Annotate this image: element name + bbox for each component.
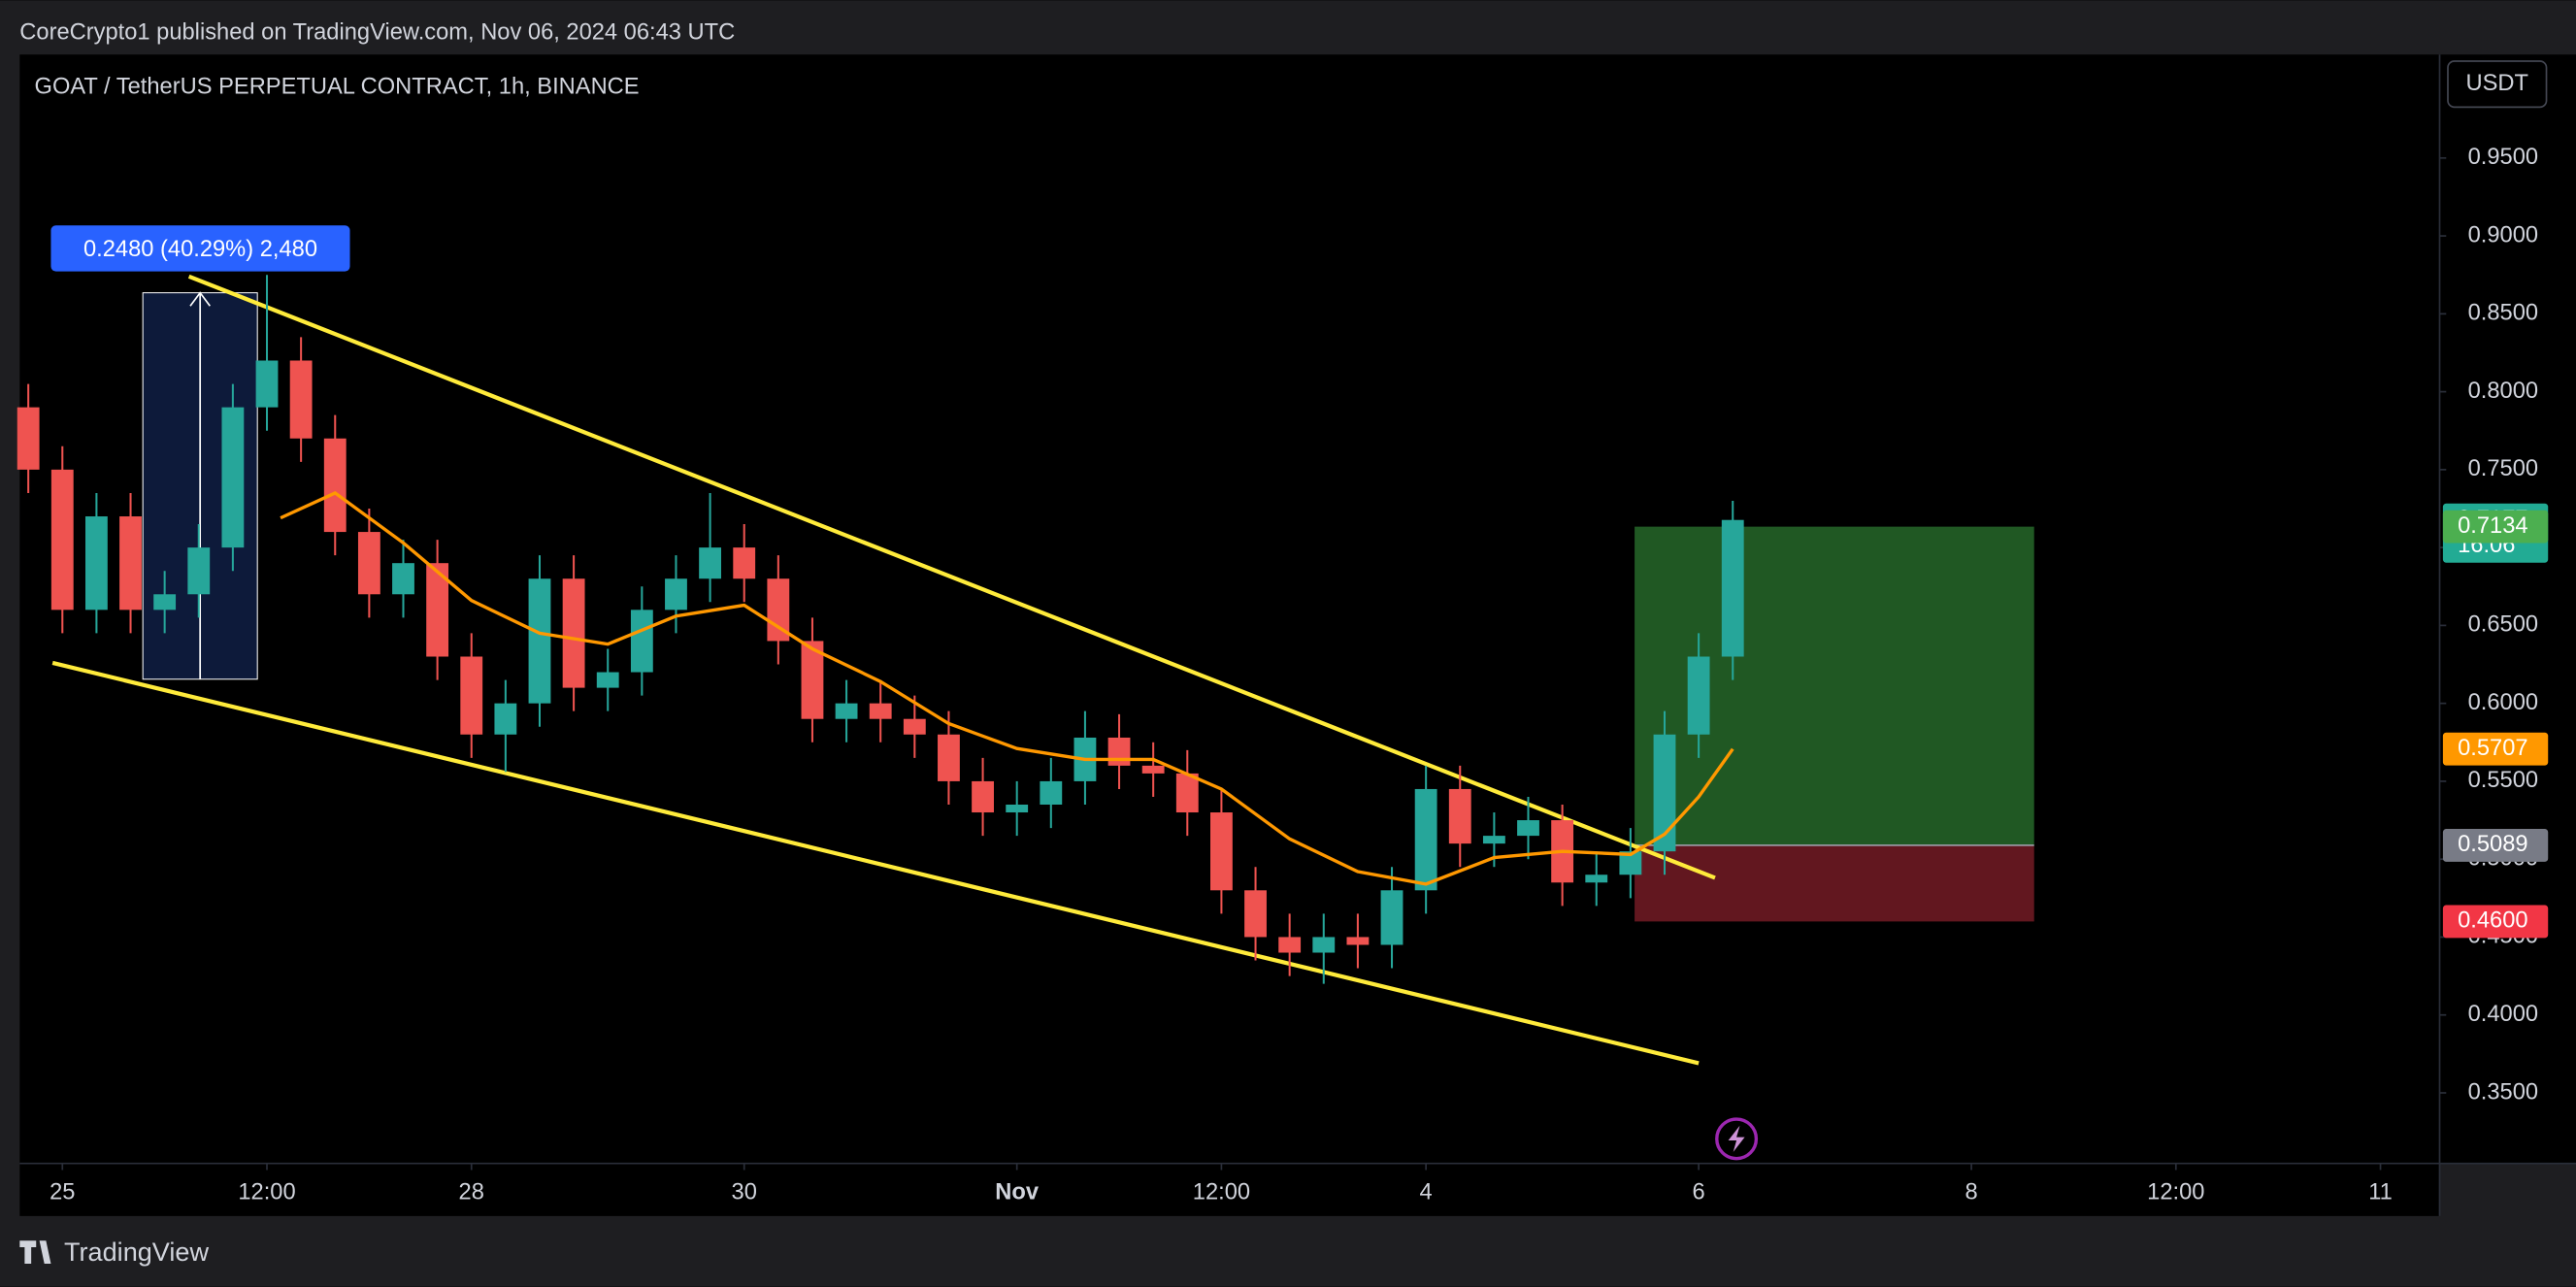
measure-label: 0.2480 (40.29%) 2,480 (83, 237, 317, 262)
y-tick-label: 0.4000 (2468, 1002, 2538, 1027)
candle-body (289, 360, 313, 439)
x-tick-label: 11 (2368, 1179, 2393, 1204)
trendline (51, 660, 1700, 1066)
price-label: 0.5707 (2458, 736, 2527, 761)
price-label: 0.5089 (2458, 832, 2527, 857)
y-tick-label: 0.3500 (2468, 1079, 2538, 1105)
moving-average (280, 490, 1734, 886)
y-tick-label: 0.6500 (2468, 612, 2538, 638)
candle-body (1141, 765, 1165, 774)
candle-body (357, 532, 380, 595)
candle-body (1346, 937, 1370, 945)
candle-body (1517, 820, 1539, 837)
candle-body (1482, 836, 1505, 844)
candle-body (1653, 734, 1676, 852)
candle-body (562, 578, 585, 688)
price-label-box (2442, 905, 2549, 939)
candle-body (1244, 890, 1267, 938)
price-label-box (2442, 732, 2549, 766)
y-tick-label: 0.7500 (2468, 456, 2538, 481)
candle-body (119, 516, 142, 610)
candle-body (153, 594, 177, 610)
candle-body (323, 438, 347, 533)
candle-body (50, 469, 74, 610)
x-tick-label: 12:00 (238, 1179, 295, 1204)
price-label-box (2442, 510, 2549, 544)
candle-body (1721, 519, 1744, 657)
x-tick-label: 28 (459, 1179, 484, 1204)
currency-button[interactable] (2447, 60, 2548, 109)
candle-body (1175, 773, 1199, 813)
y-tick-label: 0.8000 (2468, 379, 2538, 404)
x-tick-label: 12:00 (1193, 1179, 1250, 1204)
y-tick-label: 0.8500 (2468, 301, 2538, 326)
candle-body (1107, 737, 1131, 766)
candle-body (801, 641, 824, 719)
candle-body (84, 516, 108, 610)
candle-body (903, 718, 926, 735)
plot-area (19, 54, 2440, 1164)
candle-body (1312, 937, 1336, 953)
candle-body (1687, 656, 1710, 735)
candle-body (1209, 812, 1233, 891)
event-icon[interactable] (1715, 1117, 1759, 1161)
candle-body (1006, 805, 1029, 813)
price-label-box (2442, 828, 2549, 862)
candle-body (733, 547, 756, 579)
currency[interactable]: USDT (2466, 71, 2528, 96)
loss-zone (1635, 844, 2034, 922)
footer: TradingView (64, 1237, 209, 1267)
candle-body (665, 578, 687, 610)
price-label: 0.4600 (2458, 908, 2527, 934)
x-tick-label: 12:00 (2147, 1179, 2204, 1204)
candle-body (1278, 937, 1302, 953)
candle-body (972, 780, 994, 813)
header: CoreCrypto1 published on TradingView.com… (19, 19, 735, 45)
x-tick-label: 30 (732, 1179, 757, 1204)
price-axis (2439, 54, 2576, 1164)
candle-body (255, 360, 279, 408)
x-tick-label: 6 (1693, 1179, 1705, 1204)
candle-body (699, 547, 722, 579)
event-icon-bolt (1728, 1125, 1745, 1152)
y-tick-label: 0.9000 (2468, 222, 2538, 248)
candle-body (187, 547, 211, 595)
candle-body (528, 578, 551, 704)
candle-body (835, 703, 858, 719)
x-tick-label: 4 (1420, 1179, 1433, 1204)
candle-body (1414, 788, 1437, 891)
measure-arrowhead (189, 291, 212, 307)
y-tick-label: 0.6000 (2468, 690, 2538, 715)
candle-body (630, 610, 653, 673)
candle-body (426, 563, 449, 657)
candle-body (1585, 874, 1608, 883)
y-tick-label: 0.5500 (2468, 768, 2538, 793)
candle-body (1380, 890, 1404, 945)
chart-title: GOAT / TetherUS PERPETUAL CONTRACT, 1h, … (35, 74, 640, 99)
candle-body (494, 703, 517, 735)
candle-body (1040, 780, 1063, 806)
y-tick-label: 0.9500 (2468, 145, 2538, 170)
measure-label-box (50, 225, 350, 272)
candle-body (221, 407, 245, 548)
series (17, 275, 1744, 984)
candle-body (938, 734, 960, 781)
candle-body (17, 407, 40, 470)
candle-body (392, 563, 414, 595)
candle-body (1619, 851, 1642, 875)
x-tick-label: 8 (1965, 1179, 1977, 1204)
candle-body (767, 578, 790, 642)
x-tick-label: 25 (50, 1179, 75, 1204)
x-tick-label: Nov (995, 1179, 1040, 1204)
background-drawings (51, 274, 2034, 1066)
time-axis (19, 1163, 2440, 1216)
candle-body (869, 703, 892, 719)
candle-body (596, 672, 619, 688)
candle-body (1448, 788, 1471, 844)
candle-body (460, 656, 483, 735)
price-label: 0.7134 (2458, 513, 2527, 539)
